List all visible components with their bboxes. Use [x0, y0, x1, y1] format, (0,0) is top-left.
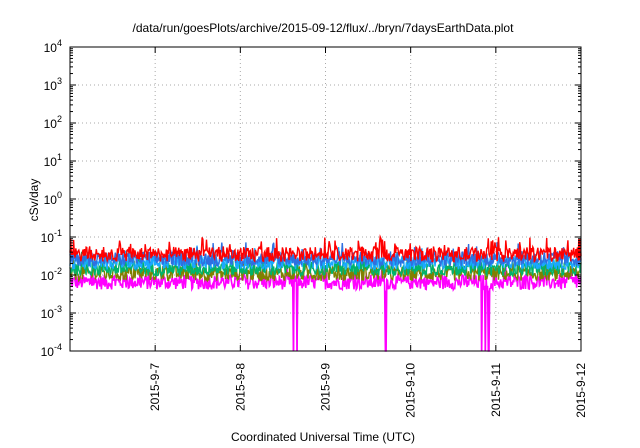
- y-tick-label: 100: [44, 190, 62, 207]
- y-tick-label: 101: [44, 152, 62, 169]
- y-tick-label: 103: [44, 76, 62, 93]
- series-layer: [69, 234, 582, 352]
- x-axis-label: Coordinated Universal Time (UTC): [231, 430, 415, 444]
- x-tick-label: 2015-9-10: [404, 363, 418, 418]
- y-axis-label: cSv/day: [27, 179, 41, 222]
- series-line: [69, 242, 582, 269]
- chart-title: /data/run/goesPlots/archive/2015-09-12/f…: [133, 21, 515, 35]
- x-tick-label: 2015-9-9: [319, 363, 333, 411]
- series-line: [69, 251, 582, 278]
- ticks: [70, 46, 582, 352]
- series-line: [69, 256, 582, 283]
- x-tick-label: 2015-9-11: [489, 363, 503, 417]
- x-tick-label: 2015-9-7: [148, 363, 162, 411]
- grid: [70, 47, 581, 351]
- series-line: [69, 234, 582, 264]
- y-tick-label: 10-4: [41, 342, 62, 359]
- y-tick-label: 10-2: [41, 266, 62, 283]
- x-tick-label: 2015-9-12: [574, 363, 588, 418]
- x-tick-labels: 2015-9-7 2015-9-8 2015-9-9 2015-9-10 2015-9-…: [148, 363, 588, 418]
- y-tick-label: 10-3: [41, 304, 62, 321]
- y-tick-label: 104: [44, 38, 62, 55]
- y-tick-label: 102: [44, 114, 62, 131]
- y-tick-label: 10-1: [41, 228, 62, 245]
- x-tick-label: 2015-9-8: [233, 363, 247, 411]
- y-tick-labels: 10-4 10-3 10-2 10-1 100 101 102 103 104: [41, 38, 62, 359]
